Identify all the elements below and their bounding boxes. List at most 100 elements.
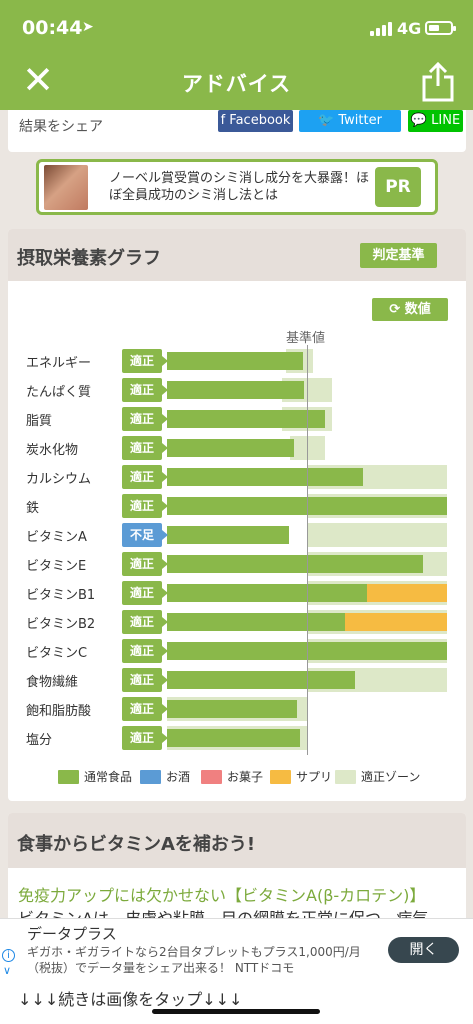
bottom-ad-banner[interactable]: i ∨ データプラス ギガホ・ギガライトなら2台目タブレットもプラス1,000円… [0,918,473,978]
status-badge: 適正 [122,552,168,576]
legend-item: 通常食品 [58,768,132,785]
graph-row: たんぱく質 適正 [8,378,466,402]
nutrient-label: 飽和脂肪酸 [26,704,92,719]
legend-item: サプリ [270,768,332,785]
graph-row: 塩分 適正 [8,726,466,750]
status-badge: 適正 [122,349,168,373]
top-bar: 00:44 ➤ 4G ✕ アドバイス [0,0,473,110]
graph-row: 食物繊維 適正 [8,668,466,692]
food-bar [167,584,368,602]
status-badge: 適正 [122,668,168,692]
nutrient-label: ビタミンC [26,646,88,661]
legend-swatch [201,769,222,784]
status-badge: 適正 [122,610,168,634]
chevron-down-icon[interactable]: ∨ [3,964,12,977]
reference-label: 基準値 [286,331,326,346]
optimal-zone [307,523,447,547]
nutrient-label: 食物繊維 [26,675,79,690]
values-toggle-button[interactable]: ⟳ 数値 [372,298,448,321]
graph-title: 摂取栄養素グラフ [17,248,161,269]
nutrient-label: ビタミンB2 [26,617,96,632]
banner-title: データプラス [27,925,117,943]
page-title: アドバイス [181,72,292,96]
food-bar [167,555,424,573]
legend-item: お菓子 [201,768,263,785]
close-button[interactable]: ✕ [22,58,54,102]
nutrient-label: たんぱく質 [26,385,92,400]
share-label: 結果をシェア [19,119,103,135]
status-badge: 適正 [122,581,168,605]
graph-row: 炭水化物 適正 [8,436,466,460]
line-label: LINE [431,113,461,128]
nutrient-label: 炭水化物 [26,443,79,458]
ad-pr-badge: PR [375,167,421,207]
food-bar [167,381,305,399]
battery-icon [425,21,456,35]
nutrient-label: 鉄 [26,501,40,516]
tap-image-text: ↓↓↓続きは画像をタップ↓↓↓ [18,990,243,1009]
legend-label: お菓子 [227,770,264,784]
status-badge: 適正 [122,407,168,431]
graph-row: 飽和脂肪酸 適正 [8,697,466,721]
status-badge: 不足 [122,523,168,547]
info-icon[interactable]: i [2,949,15,962]
location-arrow-icon: ➤ [82,19,94,35]
graph-row: 鉄 適正 [8,494,466,518]
food-bar [167,410,326,428]
nutrient-label: 塩分 [26,733,53,748]
nutrient-label: ビタミンA [26,530,87,545]
vitamin-title: 食事からビタミンAを補おう! [17,834,256,855]
twitter-share-button[interactable]: 🐦 Twitter [299,110,401,132]
nutrient-label: 脂質 [26,414,53,429]
content-below-banner: ↓↓↓続きは画像をタップ↓↓↓ [0,978,473,1024]
legend-item: 適正ゾーン [335,768,420,785]
status-badge: 適正 [122,639,168,663]
food-bar [167,352,303,370]
facebook-share-button[interactable]: f Facebook [218,110,293,132]
legend-swatch [58,769,79,784]
open-button[interactable]: 開く [388,937,459,963]
status-time: 00:44 [22,17,83,39]
food-bar [167,729,300,747]
line-share-button[interactable]: 💬 LINE [408,110,463,132]
status-bar: 00:44 ➤ 4G [0,0,473,58]
food-bar [167,700,298,718]
graph-row: ビタミンA 不足 [8,523,466,547]
status-badge: 適正 [122,465,168,489]
food-bar [167,468,363,486]
supplement-bar [367,584,447,602]
graph-legend: 通常食品 お酒 お菓子 サプリ 適正ゾーン [8,765,466,785]
food-bar [167,439,295,457]
ad-thumbnail [44,165,88,210]
nutrition-graph-card: 摂取栄養素グラフ 判定基準 ⟳ 数値 基準値 エネルギー 適正 たんぱく質 適正 脂質適… [8,229,466,801]
criteria-button[interactable]: 判定基準 [360,243,437,268]
status-badge: 適正 [122,436,168,460]
status-badge: 適正 [122,697,168,721]
graph-row: 脂質 適正 [8,407,466,431]
graph-row: ビタミンB2 適正 [8,610,466,634]
legend-label: 通常食品 [84,770,133,784]
supplement-bar [344,613,447,631]
legend-label: 適正ゾーン [361,770,421,784]
banner-text: ギガホ・ギガライトなら2台目タブレットもプラス1,000円/月（税抜）でデータ量… [27,945,361,975]
status-badge: 適正 [122,378,168,402]
legend-swatch [140,769,161,784]
graph-row: ビタミンE 適正 [8,552,466,576]
graph-row: ビタミンB1 適正 [8,581,466,605]
network-type: 4G [397,19,422,38]
status-badge: 適正 [122,726,168,750]
graph-row: エネルギー 適正 [8,349,466,373]
vitamin-subtitle: 免疫力アップには欠かせない【ビタミンA(β-カロテン)】 [18,886,426,905]
legend-label: お酒 [166,770,191,784]
graph-row: カルシウム 適正 [8,465,466,489]
signal-strength-icon [370,22,392,36]
nutrient-label: ビタミンE [26,559,87,574]
food-bar [167,671,355,689]
nutrient-label: ビタミンB1 [26,588,96,603]
legend-swatch [270,769,291,784]
ad-banner[interactable]: ノーベル賞受賞のシミ消し成分を大暴露！ほぼ全員成功のシミ消し法とは PR [36,159,438,215]
share-bar: 結果をシェア f Facebook 🐦 Twitter 💬 LINE [8,110,466,152]
share-icon[interactable] [420,60,456,102]
ad-text: ノーベル賞受賞のシミ消し成分を大暴露！ほぼ全員成功のシミ消し法とは [109,171,370,203]
legend-label: サプリ [296,770,333,784]
